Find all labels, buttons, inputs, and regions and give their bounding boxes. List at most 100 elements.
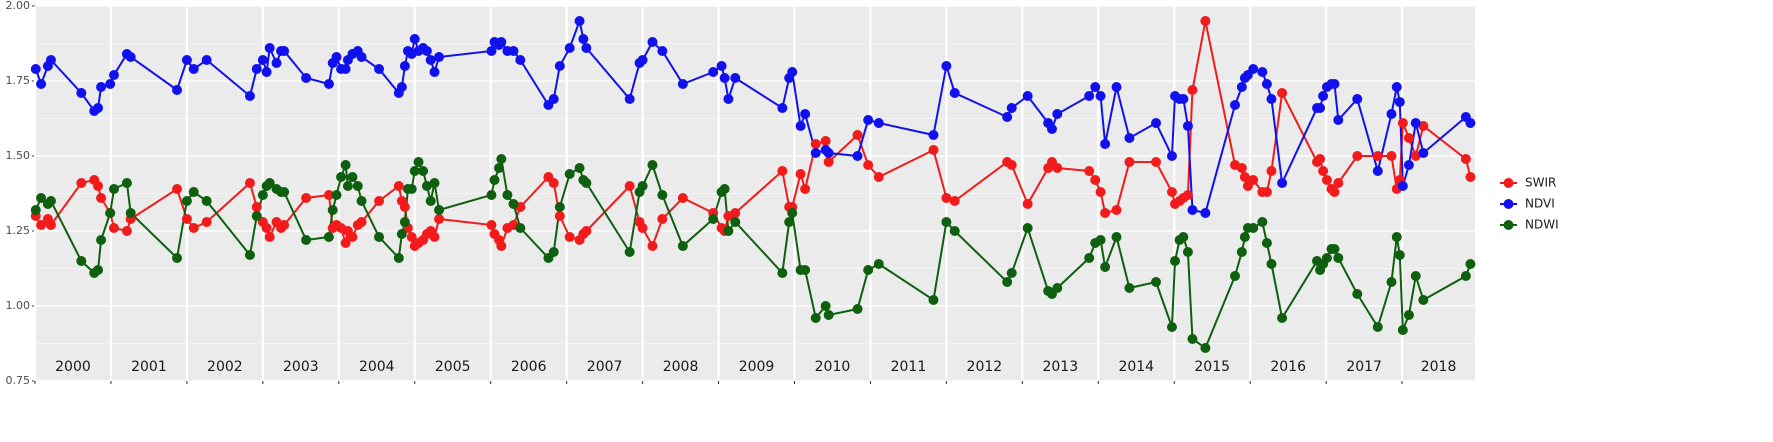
point (1090, 175, 1101, 185)
point (121, 226, 132, 236)
point (1200, 343, 1211, 353)
point (581, 178, 592, 188)
point (108, 70, 119, 80)
point (244, 250, 255, 260)
point (574, 163, 585, 173)
point (949, 88, 960, 98)
point (429, 67, 440, 77)
point (554, 211, 565, 221)
point (1052, 163, 1063, 173)
point (1111, 205, 1122, 215)
point (1151, 277, 1162, 287)
point (1460, 154, 1471, 164)
point (810, 139, 821, 149)
year-label: 2005 (435, 359, 471, 375)
point (323, 79, 334, 89)
point (647, 160, 658, 170)
point (30, 64, 41, 74)
point (301, 235, 312, 245)
point (1239, 172, 1250, 182)
point (1239, 232, 1250, 242)
point (1329, 187, 1340, 197)
point (1248, 64, 1259, 74)
point (657, 190, 668, 200)
point (1266, 259, 1277, 269)
point (496, 241, 507, 251)
point (647, 241, 658, 251)
point (873, 172, 884, 182)
point (264, 232, 275, 242)
point (429, 178, 440, 188)
point (96, 193, 107, 203)
point (1386, 151, 1397, 161)
point (1046, 124, 1057, 134)
point (1084, 91, 1095, 101)
point (795, 121, 806, 131)
point (777, 268, 788, 278)
point (271, 58, 282, 68)
point (1386, 109, 1397, 119)
point (93, 265, 104, 275)
point (1002, 112, 1013, 122)
point (425, 55, 436, 65)
point (548, 247, 559, 257)
point (1084, 166, 1095, 176)
point (800, 265, 811, 275)
point (1151, 118, 1162, 128)
point (188, 64, 199, 74)
point (1403, 133, 1414, 143)
point (181, 55, 192, 65)
point (257, 190, 268, 200)
year-label: 2012 (967, 359, 1003, 375)
point (554, 61, 565, 71)
point (1187, 205, 1198, 215)
point (374, 232, 385, 242)
point (347, 172, 358, 182)
point (489, 175, 500, 185)
point (1006, 268, 1017, 278)
point (45, 220, 56, 230)
point (1230, 271, 1240, 281)
point (515, 223, 526, 233)
point (1182, 190, 1193, 200)
point (1002, 277, 1013, 287)
point (852, 304, 863, 314)
point (1410, 118, 1421, 128)
point (1200, 16, 1211, 26)
point (1230, 100, 1240, 110)
point (1277, 178, 1288, 188)
point (1111, 82, 1122, 92)
point (323, 190, 334, 200)
point (76, 88, 87, 98)
point (716, 61, 727, 71)
point (251, 202, 262, 212)
point (1372, 166, 1383, 176)
point (1394, 250, 1405, 260)
point (36, 220, 47, 230)
point (564, 43, 575, 53)
y-tick-label: 1.25 (6, 224, 31, 237)
point (125, 208, 136, 218)
point (429, 232, 440, 242)
point (264, 43, 275, 53)
point (719, 73, 730, 83)
year-label: 2009 (739, 359, 775, 375)
point (396, 229, 407, 239)
point (1006, 103, 1017, 113)
point (125, 52, 136, 62)
point (244, 178, 255, 188)
point (1095, 187, 1106, 197)
point (1261, 79, 1272, 89)
point (108, 223, 119, 233)
year-label: 2002 (207, 359, 243, 375)
point (637, 223, 648, 233)
year-label: 2010 (815, 359, 851, 375)
y-tick-label: 2.00 (6, 0, 31, 12)
point (1248, 223, 1259, 233)
point (352, 181, 363, 191)
point (1090, 82, 1101, 92)
legend-key-point (1503, 178, 1514, 188)
point (1178, 94, 1189, 104)
point (340, 160, 351, 170)
